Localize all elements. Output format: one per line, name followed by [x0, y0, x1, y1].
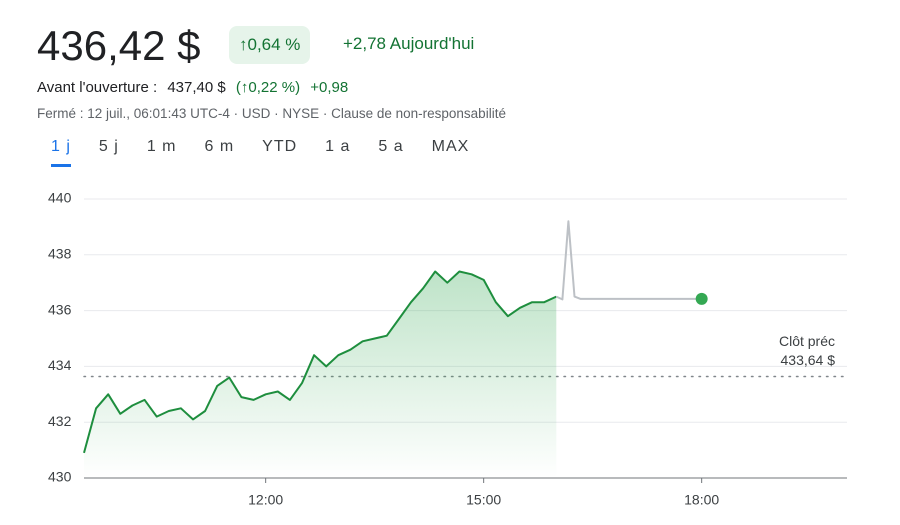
x-tick-label: 15:00	[466, 492, 501, 508]
range-tab[interactable]: 5 a	[378, 138, 404, 155]
x-tick-label: 12:00	[248, 492, 283, 508]
price: 436,42 $	[37, 22, 201, 69]
range-tab[interactable]: 5 j	[98, 138, 119, 155]
premarket: Avant l'ouverture : 437,40 $ (↑0,22 %) +…	[37, 79, 354, 96]
y-tick-label: 440	[48, 190, 72, 206]
range-tab[interactable]: 1 a	[325, 138, 351, 155]
range-tabs: 1 j 5 j 1 m 6 m YTD 1 a 5 a MAX	[37, 138, 483, 167]
x-tick-label: 18:00	[684, 492, 719, 508]
range-tab[interactable]: 1 j	[51, 138, 71, 167]
y-tick-label: 434	[48, 357, 72, 373]
end-dot	[695, 292, 708, 305]
range-tab[interactable]: MAX	[431, 138, 470, 155]
range-tab[interactable]: 1 m	[146, 138, 177, 155]
y-tick-label: 438	[48, 246, 72, 262]
change-badge: ↑0,64 %	[229, 26, 311, 64]
reference-value: 433,64 $	[781, 352, 836, 368]
price-line	[555, 220, 702, 301]
price-line	[83, 270, 557, 454]
reference-label: Clôt préc	[779, 333, 835, 349]
range-tab[interactable]: 6 m	[204, 138, 235, 155]
y-tick-label: 436	[48, 301, 72, 317]
premarket-label: Avant l'ouverture :	[37, 79, 158, 96]
y-tick-label: 432	[48, 413, 72, 429]
premarket-abs: +0,98	[310, 79, 349, 96]
status: Fermé : 12 juil., 06:01:43 UTC-4 · USD ·…	[37, 106, 506, 121]
premarket-pct: (↑0,22 %)	[235, 79, 301, 96]
change-abs: +2,78 Aujourd'hui	[343, 34, 475, 53]
range-tab[interactable]: YTD	[262, 138, 298, 155]
y-tick-label: 430	[48, 469, 72, 485]
area	[84, 271, 557, 478]
premarket-price: 437,40 $	[167, 79, 226, 96]
